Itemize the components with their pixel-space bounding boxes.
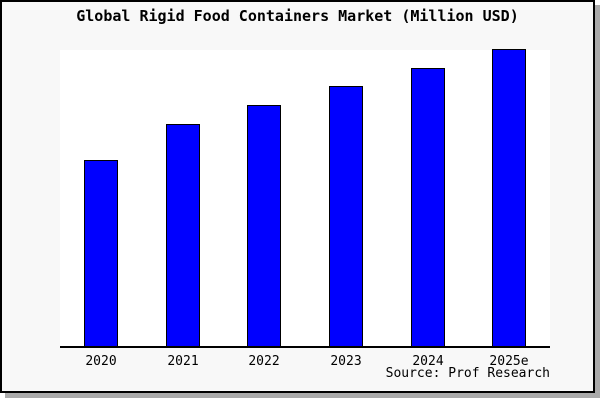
bar-2022 — [247, 105, 281, 346]
bar-2023 — [329, 86, 363, 346]
x-tick-label-2020: 2020 — [85, 354, 117, 369]
source-credit: Source: Prof Research — [385, 366, 550, 381]
plot-area — [60, 49, 550, 348]
bar-2021 — [166, 124, 200, 346]
bar-2025e — [492, 49, 526, 346]
chart-title: Global Rigid Food Containers Market (Mil… — [76, 7, 519, 25]
x-tick-label-2022: 2022 — [248, 354, 280, 369]
x-axis-labels: 2020 2021 2022 2023 2024 2025e — [60, 354, 550, 370]
bar-2024 — [411, 68, 445, 346]
x-tick-label-2023: 2023 — [330, 354, 362, 369]
x-tick-label-2025e: 2025e — [489, 354, 529, 369]
bar-2020 — [84, 160, 118, 346]
chart-figure: Global Rigid Food Containers Market (Mil… — [0, 0, 595, 393]
x-tick-label-2024: 2024 — [412, 354, 444, 369]
x-tick-label-2021: 2021 — [167, 354, 199, 369]
